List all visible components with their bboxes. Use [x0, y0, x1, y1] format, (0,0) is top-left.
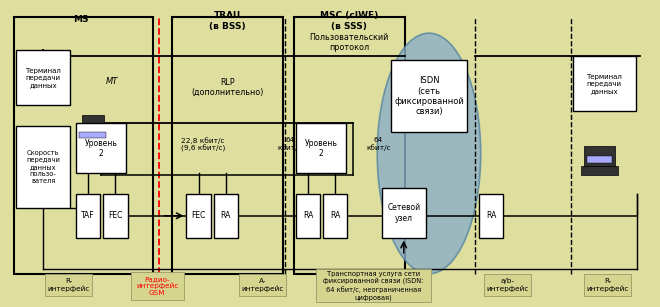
Bar [16, 126, 70, 208]
Text: ISDN
(сеть
фиксированной
связи): ISDN (сеть фиксированной связи) [394, 76, 464, 116]
Text: 22,8 кбит/с
(9,6 кбит/с): 22,8 кбит/с (9,6 кбит/с) [181, 137, 226, 152]
Bar [572, 56, 636, 111]
Bar [172, 17, 282, 274]
Bar [581, 165, 618, 175]
Bar [294, 17, 405, 274]
Text: 64
кбит/с: 64 кбит/с [366, 138, 391, 151]
Bar [240, 274, 286, 297]
Bar [323, 194, 347, 238]
Text: RA: RA [303, 212, 313, 220]
Bar [16, 50, 70, 105]
Bar [15, 17, 153, 274]
Bar [186, 194, 211, 238]
Text: RLP
(дополнительно): RLP (дополнительно) [191, 78, 263, 97]
Bar [478, 194, 504, 238]
Text: TRAU
(в BSS): TRAU (в BSS) [209, 11, 246, 31]
Bar [77, 133, 109, 142]
Text: TAF: TAF [81, 212, 95, 220]
Bar [46, 274, 92, 297]
Bar [79, 132, 106, 138]
Bar [315, 269, 431, 302]
Text: MSC (сIWF)
(в SSS): MSC (сIWF) (в SSS) [320, 11, 379, 31]
Bar [76, 194, 100, 238]
Text: Уровень
2: Уровень 2 [304, 138, 337, 158]
Bar [103, 194, 127, 238]
Text: R-
интерфейс: R- интерфейс [586, 278, 629, 292]
Text: MS: MS [73, 15, 88, 24]
Text: Уровень
2: Уровень 2 [84, 138, 117, 158]
Bar [587, 156, 612, 163]
Bar [381, 188, 426, 238]
Text: Терминал
передачи
данных: Терминал передачи данных [586, 74, 622, 94]
Bar [214, 194, 238, 238]
Bar [391, 60, 467, 132]
Text: RA: RA [330, 212, 341, 220]
Text: A-
интерфейс: A- интерфейс [242, 278, 284, 292]
Text: Терминал
передачи
данных: Терминал передачи данных [25, 68, 61, 87]
Text: FEC: FEC [108, 212, 123, 220]
Bar [484, 274, 531, 297]
Text: FEC: FEC [191, 212, 206, 220]
Text: Радио-
интерфейс
GSM: Радио- интерфейс GSM [136, 276, 178, 296]
Ellipse shape [378, 33, 480, 274]
Text: Пользовательский
протокол: Пользовательский протокол [310, 33, 389, 52]
Text: 64
кбит/с: 64 кбит/с [278, 138, 302, 151]
Bar [296, 123, 346, 173]
Bar [82, 115, 104, 133]
Bar [296, 194, 320, 238]
Bar [76, 123, 126, 173]
Text: a/b-
интерфейс: a/b- интерфейс [486, 278, 529, 292]
Text: Скорость
передачи
данных
пользо-
вателя: Скорость передачи данных пользо- вателя [26, 150, 60, 184]
Text: RA: RA [220, 212, 231, 220]
Text: Транспортная услуга сети
фиксированной связи (ISDN:
64 кбит/с, неограниченная
ци: Транспортная услуга сети фиксированной с… [323, 271, 424, 301]
Bar [584, 274, 631, 297]
Bar [131, 272, 184, 300]
Text: R-
интерфейс: R- интерфейс [48, 278, 90, 292]
Text: Сетевой
узел: Сетевой узел [387, 203, 420, 223]
Text: MT: MT [106, 77, 118, 86]
Bar [584, 146, 615, 165]
Text: RA: RA [486, 212, 496, 220]
